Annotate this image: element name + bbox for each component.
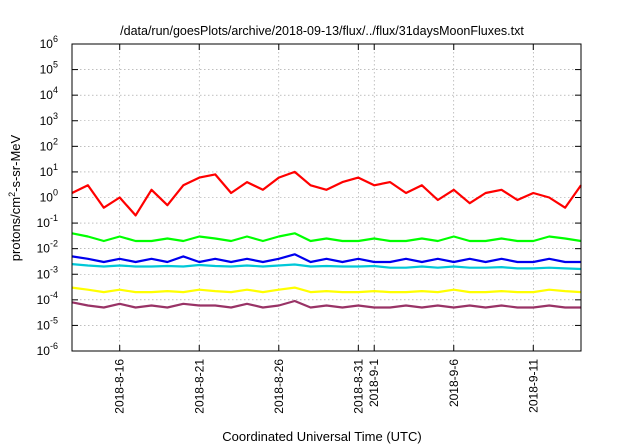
y-tick-label: 10-3 (37, 264, 58, 281)
y-tick-label: 10-5 (37, 315, 58, 332)
series-line-2 (71, 263, 582, 271)
x-tick-label: 2018-8-16 (113, 359, 127, 414)
series-line-3 (71, 253, 581, 264)
x-tick-label: 2018-9-1 (367, 359, 381, 407)
series-line-5 (71, 299, 581, 309)
x-axis-label: Coordinated Universal Time (UTC) (222, 429, 421, 444)
series-line-4 (71, 286, 582, 294)
y-tick-label: 103 (40, 111, 58, 128)
y-tick-label: 104 (40, 85, 58, 102)
y-tick-label: 105 (40, 60, 58, 77)
y-tick-label: 101 (40, 162, 58, 179)
y-tick-label: 102 (40, 136, 58, 153)
gridlines (72, 44, 581, 351)
chart-title: /data/run/goesPlots/archive/2018-09-13/f… (120, 24, 524, 38)
y-tick-label: 10-2 (37, 239, 58, 256)
series-line-1 (71, 232, 582, 243)
y-axis-ticks: 10-6 10-5 10-4 10-3 10-2 10-1 100 101 102 103 104 1… (37, 34, 581, 358)
y-axis-label-base: protons/cm (8, 197, 23, 261)
series-lines (71, 170, 582, 309)
x-tick-label: 2018-9-11 (526, 359, 540, 413)
y-tick-label: 100 (40, 188, 58, 205)
series-line-0 (71, 170, 582, 217)
y-tick-label: 10-6 (37, 341, 58, 358)
x-tick-label: 2018-8-21 (192, 359, 206, 414)
x-tick-label: 2018-8-31 (351, 359, 365, 414)
y-axis-label-superscript: 2 (7, 192, 17, 197)
x-axis-ticks: 2018-8-16 2018-8-21 2018-8-26 2018-8-31 2018… (113, 44, 540, 414)
y-axis-label-rest: -s-sr-MeV (8, 134, 23, 191)
y-tick-label: 10-1 (37, 213, 58, 230)
y-tick-label: 106 (40, 34, 58, 51)
y-tick-label: 10-4 (37, 290, 58, 307)
x-tick-label: 2018-9-6 (447, 359, 461, 407)
y-axis-label: protons/cm2-s-sr-MeV (7, 134, 23, 261)
x-tick-label: 2018-8-26 (272, 359, 286, 414)
